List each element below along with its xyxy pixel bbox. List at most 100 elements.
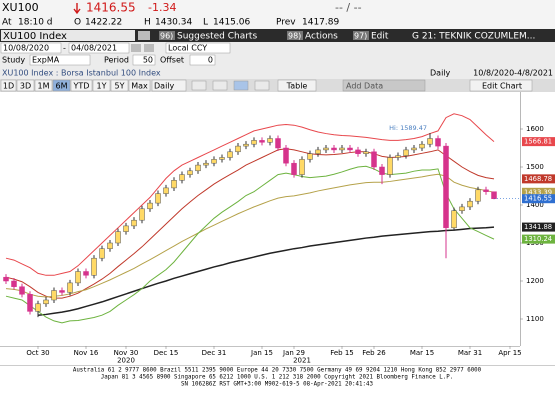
candle-body: [147, 202, 153, 210]
edit-chart-label[interactable]: Edit Chart: [482, 82, 522, 91]
menu-item[interactable]: Actions: [305, 32, 338, 42]
candle-body: [131, 219, 137, 227]
range-label[interactable]: 1D: [3, 82, 14, 91]
candle-body: [3, 276, 9, 282]
menu-code[interactable]: 96): [160, 32, 173, 41]
candle-body: [419, 143, 425, 149]
last-value-label: 1566.81: [524, 138, 552, 146]
range-button[interactable]: [110, 79, 129, 92]
range-label[interactable]: 6M: [56, 82, 68, 91]
security[interactable]: XU100 Index: [3, 31, 67, 42]
security-button[interactable]: [138, 31, 150, 40]
start-date[interactable]: 10/08/2020: [3, 44, 49, 53]
footer-line: SN 106286Z RST GMT+3:00 M902-619-5 08-Ap…: [181, 382, 373, 388]
study-field[interactable]: [29, 54, 91, 66]
range-button[interactable]: [70, 79, 93, 92]
study[interactable]: ExpMA: [32, 56, 60, 65]
frequency-button[interactable]: [151, 79, 187, 92]
candle-body: [379, 166, 385, 175]
add-data-field[interactable]: [342, 79, 426, 92]
prev-label: Prev: [276, 18, 296, 28]
menu-code[interactable]: 97): [354, 32, 367, 41]
offset-label: Offset: [160, 56, 184, 65]
candle-body: [115, 231, 121, 244]
menu-code-box: [287, 31, 303, 40]
range-button[interactable]: [34, 79, 53, 92]
last-value-box: [522, 222, 555, 232]
tool-icon[interactable]: [212, 80, 228, 91]
last-value-box: [522, 234, 555, 244]
candle-body: [211, 159, 217, 164]
time: 18:10 d: [18, 18, 53, 28]
candle-body: [259, 140, 265, 143]
candle-body: [459, 206, 465, 211]
x-tick-label: Mar 31: [458, 349, 482, 357]
candle-body: [179, 174, 185, 181]
candle-body: [35, 303, 41, 312]
period-field[interactable]: [132, 54, 156, 66]
menu-item[interactable]: Suggested Charts: [177, 32, 257, 42]
candle-body: [67, 282, 73, 293]
candle-body: [315, 149, 321, 154]
open-label: O: [74, 18, 81, 28]
candle-body: [291, 162, 297, 175]
y-tick-label: 1100: [526, 315, 544, 323]
candle-body: [299, 159, 305, 175]
range-label[interactable]: Max: [131, 82, 148, 91]
currency-field[interactable]: [165, 42, 231, 54]
range-button[interactable]: [128, 79, 151, 92]
candle-body: [27, 294, 33, 312]
calendar-button[interactable]: [144, 44, 154, 52]
low-label: L: [203, 18, 208, 28]
range-label[interactable]: 3D: [20, 82, 31, 91]
year-label: 2020: [117, 357, 135, 365]
footer-line: Australia 61 2 9777 8600 Brazil 5511 239…: [73, 368, 482, 374]
table-label[interactable]: Table: [286, 82, 308, 91]
offset-field[interactable]: [189, 54, 216, 66]
candle-body: [267, 138, 273, 143]
currency[interactable]: Local CCY: [168, 44, 207, 53]
offset[interactable]: 0: [208, 56, 213, 65]
end-field[interactable]: [68, 42, 130, 54]
frequency-label[interactable]: Daily: [154, 82, 175, 91]
range-label[interactable]: 1Y: [97, 82, 107, 91]
last-value-label: 1433.39: [524, 188, 552, 196]
low-value: 1415.06: [213, 18, 250, 28]
last-value-box: [522, 174, 555, 184]
frequency: Daily: [430, 69, 451, 78]
candle-body: [51, 290, 57, 301]
x-tick-label: Dec 31: [202, 349, 227, 357]
range-label[interactable]: YTD: [73, 82, 90, 91]
range-button[interactable]: [16, 79, 35, 92]
range-button[interactable]: [52, 79, 71, 92]
candle-body: [395, 155, 401, 158]
table-button[interactable]: [277, 79, 317, 92]
candle-body: [91, 257, 97, 276]
description: XU100 Index : Borsa Istanbul 100 Index: [2, 69, 161, 78]
calendar-button[interactable]: [131, 44, 141, 52]
tool-icon[interactable]: [191, 80, 207, 91]
start-field[interactable]: [0, 42, 62, 54]
range-button[interactable]: [0, 79, 17, 92]
end-date[interactable]: 04/08/2021: [71, 44, 117, 53]
tool-icon[interactable]: [254, 80, 270, 91]
indicator-line: [5, 165, 495, 324]
y-tick-label: 1500: [526, 163, 544, 171]
period[interactable]: 50: [143, 56, 153, 65]
tool-icon[interactable]: [233, 80, 249, 91]
range-button[interactable]: [92, 79, 111, 92]
x-tick-label: Nov 16: [74, 349, 99, 357]
page-title: G 21: TEKNIK COZUMLEM...: [412, 32, 535, 42]
candle-body: [339, 147, 345, 151]
candle-body: [251, 140, 257, 145]
add-data-label[interactable]: Add Data: [346, 82, 383, 91]
candle-body: [491, 191, 497, 199]
menu-item[interactable]: Edit: [371, 32, 389, 42]
candle-body: [283, 147, 289, 164]
edit-chart-button[interactable]: [469, 79, 533, 92]
range-label[interactable]: 5Y: [115, 82, 125, 91]
menu-code[interactable]: 98): [288, 32, 301, 41]
range-label[interactable]: 1M: [38, 82, 50, 91]
security-field[interactable]: [1, 30, 135, 41]
net-change: -1.34: [148, 1, 176, 14]
